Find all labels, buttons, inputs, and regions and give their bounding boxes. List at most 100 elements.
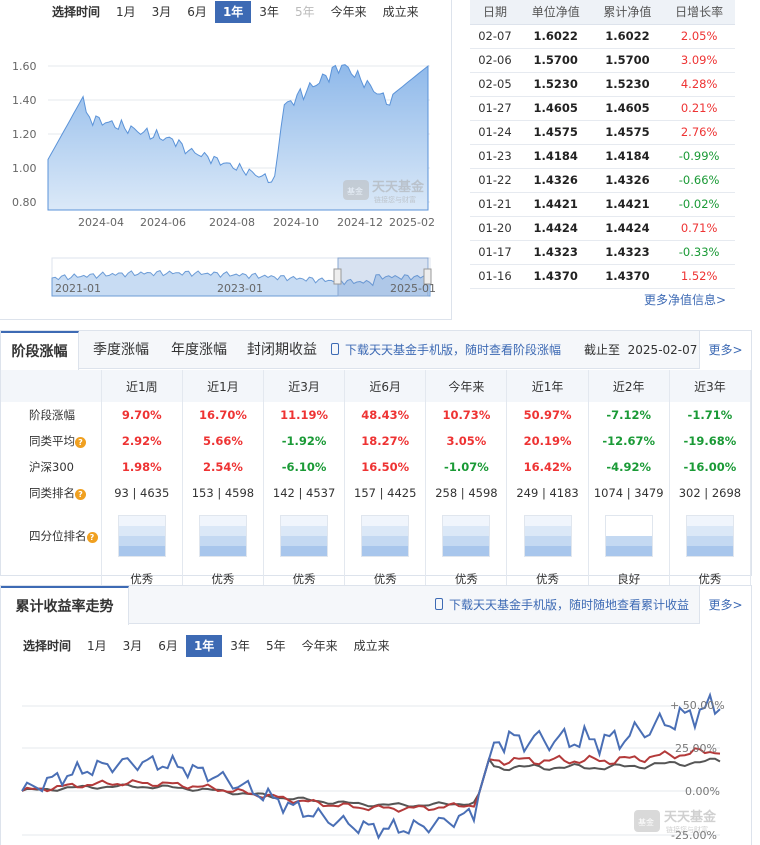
cumulative-return-panel: 累计收益率走势 下载天天基金手机版，随时随地查看累计收益 更多> 选择时间 1月… (0, 585, 752, 845)
return-cell: 50.97% (506, 402, 589, 428)
cum-header: 累计收益率走势 下载天天基金手机版，随时随地查看累计收益 更多> (1, 586, 751, 625)
help-icon[interactable]: ? (86, 532, 98, 543)
range-3m[interactable]: 3月 (122, 639, 143, 653)
download-app-link[interactable]: 下载天天基金手机版，随时随地查看累计收益 (435, 586, 689, 624)
tab-closed-period[interactable]: 封闭期收益 (247, 342, 317, 358)
return-cell: 11.19% (263, 402, 346, 428)
return-cell: -4.92% (588, 454, 670, 480)
unit-nav-cell: 1.4421 (519, 192, 592, 217)
range-3y[interactable]: 3年 (259, 5, 279, 19)
return-cell: 20.19% (506, 428, 589, 454)
unit-nav-cell: 1.5700 (519, 48, 592, 73)
svg-text:链接您与财富: 链接您与财富 (666, 825, 708, 834)
range-1y[interactable]: 1年 (185, 635, 223, 657)
row-label: 阶段涨幅 (1, 402, 102, 428)
rank-cell: 153 | 4598 (182, 480, 265, 506)
navigator-right-handle[interactable] (423, 268, 432, 285)
unit-nav-cell: 1.4326 (519, 168, 592, 193)
quartile-cell (506, 506, 589, 566)
phase-row: 阶段涨幅 9.70% 16.70% 11.19% 48.43% 10.73% 50.97% -… (1, 402, 752, 428)
navigator-selection[interactable] (337, 257, 429, 297)
range-1m[interactable]: 1月 (116, 5, 136, 19)
return-cell: -19.68% (669, 428, 752, 454)
unit-nav-cell: 1.4605 (519, 96, 592, 121)
return-cell: 16.50% (344, 454, 427, 480)
row-label: 沪深300 (1, 454, 102, 480)
range-since-inception[interactable]: 成立来 (353, 639, 390, 653)
return-cell: 2.54% (182, 454, 265, 480)
range-1m[interactable]: 1月 (87, 639, 107, 653)
more-nav-link[interactable]: 更多净值信息> (644, 293, 727, 307)
acc-nav-cell: 1.4370 (591, 264, 664, 289)
cumulative-line-chart: + 50.00% 25.00% 0.00% -25.00% 基金 天天基金 链接… (21, 691, 725, 842)
range-3y[interactable]: 3年 (230, 639, 250, 653)
unit-nav-cell: 1.4370 (519, 264, 592, 289)
period-header: 近1月 (182, 370, 265, 402)
svg-text:天天基金: 天天基金 (664, 809, 717, 825)
acc-nav-cell: 1.4184 (591, 144, 664, 169)
period-header: 近1年 (506, 370, 589, 402)
quartile-bar (117, 515, 166, 557)
quartile-cell (344, 506, 427, 566)
phase-row: 同类平均? 2.92% 5.66% -1.92% 18.27% 3.05% 20.19% -1… (1, 428, 752, 454)
svg-text:链接您与财富: 链接您与财富 (374, 195, 416, 204)
navigator-left-handle[interactable] (333, 268, 342, 285)
y-tick: 1.00 (12, 162, 37, 175)
range-since-inception[interactable]: 成立来 (382, 5, 419, 19)
range-ytd[interactable]: 今年来 (330, 5, 367, 19)
rank-cell: 1074 | 3479 (588, 480, 670, 506)
tab-phase[interactable]: 阶段涨幅 (1, 331, 79, 370)
unit-nav-cell: 1.4575 (519, 120, 592, 145)
quartile-bar (280, 515, 329, 557)
nav-row: 01-27 1.4605 1.4605 0.21% (470, 96, 735, 121)
date-cell: 01-16 (470, 264, 520, 289)
nav-row: 01-17 1.4323 1.4323 -0.33% (470, 240, 735, 265)
time-select-label: 选择时间 (52, 5, 101, 19)
range-6m[interactable]: 6月 (158, 639, 178, 653)
nav-row: 01-23 1.4184 1.4184 -0.99% (470, 144, 735, 169)
nav-row: 01-24 1.4575 1.4575 2.76% (470, 120, 735, 145)
unit-nav-cell: 1.5230 (519, 72, 592, 97)
phase-more-button[interactable]: 更多> (699, 331, 751, 369)
col-daily-change: 日增长率 (663, 0, 735, 25)
range-ytd[interactable]: 今年来 (301, 639, 338, 653)
period-header: 近3月 (263, 370, 346, 402)
date-cell: 02-07 (470, 24, 520, 49)
help-icon[interactable]: ? (75, 437, 86, 448)
cutoff-date: 截止至 2025-02-07 (584, 343, 698, 357)
download-app-link[interactable]: 下载天天基金手机版，随时查看阶段涨幅 (331, 331, 561, 369)
quartile-cell (182, 506, 265, 566)
nav-row: 01-21 1.4421 1.4421 -0.02% (470, 192, 735, 217)
y-tick: 0.80 (12, 196, 37, 209)
range-3m[interactable]: 3月 (151, 5, 172, 19)
range-5y[interactable]: 5年 (265, 639, 286, 653)
help-icon[interactable]: ? (75, 489, 86, 500)
quartile-bar (442, 515, 491, 557)
change-cell: 0.71% (663, 216, 735, 241)
acc-nav-cell: 1.5700 (591, 48, 664, 73)
nav-row: 01-16 1.4370 1.4370 1.52% (470, 264, 735, 289)
change-cell: -0.33% (663, 240, 735, 265)
y-tick: + 50.00% (670, 699, 725, 712)
change-cell: 1.52% (663, 264, 735, 289)
range-6m[interactable]: 6月 (187, 5, 207, 19)
acc-nav-cell: 1.4326 (591, 168, 664, 193)
nav-chart-panel: 选择时间 1月 3月 6月 1年 3年 5年 今年来 成立来 1.60 1.40… (0, 0, 452, 320)
date-cell: 01-22 (470, 168, 520, 193)
tab-quarterly[interactable]: 季度涨幅 (93, 342, 149, 358)
return-cell: 18.27% (344, 428, 427, 454)
change-cell: -0.02% (663, 192, 735, 217)
range-1y[interactable]: 1年 (214, 1, 252, 23)
y-tick: 25.00% (675, 742, 717, 755)
nav-history-table: 日期 单位净值 累计净值 日增长率 02-07 1.6022 1.6022 2.05%… (470, 0, 735, 289)
x-tick: 2024-10 (273, 216, 319, 229)
change-cell: -0.66% (663, 168, 735, 193)
x-tick: 2025-02 (389, 216, 435, 229)
watermark-logo: 基金 天天基金 链接您与财富 (634, 809, 717, 834)
nav-row: 02-07 1.6022 1.6022 2.05% (470, 24, 735, 49)
cum-more-button[interactable]: 更多> (699, 586, 751, 624)
unit-nav-cell: 1.4323 (519, 240, 592, 265)
acc-nav-cell: 1.4575 (591, 120, 664, 145)
phone-icon (331, 343, 339, 355)
tab-yearly[interactable]: 年度涨幅 (171, 342, 227, 358)
